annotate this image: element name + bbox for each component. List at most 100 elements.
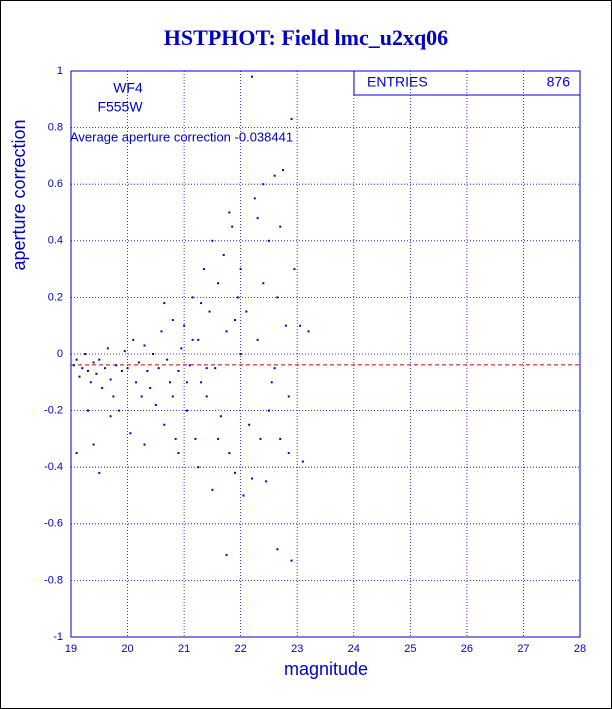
y-tick-label: -0.6 [44,518,63,530]
point [248,423,251,426]
point [106,347,109,350]
point [234,319,237,322]
point [290,559,293,562]
point [222,253,225,256]
point [154,403,157,406]
point [217,282,220,285]
point [239,268,242,271]
point [81,367,84,370]
point [163,302,166,305]
point [92,361,95,364]
point [185,409,188,412]
y-tick-label: 0.6 [48,178,63,190]
point [276,548,279,551]
x-tick-label: 21 [178,643,190,655]
point [163,423,166,426]
point [279,225,282,228]
point [200,381,203,384]
point [256,338,259,341]
point [168,381,171,384]
point [273,367,276,370]
point [143,443,146,446]
point [205,395,208,398]
x-tick-label: 25 [404,643,416,655]
point [180,347,183,350]
point [208,310,211,313]
chart-title: HSTPHOT: Field lmc_u2xq06 [164,25,448,50]
point [109,378,112,381]
point [152,353,155,355]
point [267,239,270,242]
point [174,437,177,440]
point [231,225,234,228]
stats-value: 876 [547,74,571,90]
point [270,381,273,384]
point [177,452,180,455]
point [276,296,279,299]
point [143,344,146,347]
point [211,239,214,242]
y-tick-label: 0.8 [48,122,63,134]
point [149,386,152,389]
point [75,452,78,455]
point [284,324,287,327]
point [146,369,149,372]
point [273,174,276,177]
point [194,437,197,440]
point [75,358,78,361]
point [287,452,290,455]
point [197,466,200,469]
point [225,553,228,556]
point [225,330,228,333]
point [95,372,98,375]
point [287,395,290,398]
point [307,330,310,333]
x-tick-label: 26 [461,643,473,655]
point [217,437,220,440]
point [84,353,87,355]
point [98,358,101,361]
point [253,197,256,200]
point [267,409,270,412]
point [293,268,296,271]
point [118,409,121,412]
point [290,118,293,121]
point [282,169,285,172]
point [89,381,92,384]
point [160,330,163,333]
point [242,494,245,497]
point [177,369,180,372]
point [166,358,169,361]
y-tick-label: 0.2 [48,291,63,303]
point [197,338,200,341]
point [86,369,89,372]
point [259,437,262,440]
point [188,364,191,367]
point [129,432,132,435]
point [86,409,89,412]
point [72,364,75,367]
point [265,480,268,483]
point [109,415,112,418]
point [126,367,129,370]
point [140,395,143,398]
y-axis-label: aperture correction [9,119,29,270]
point [137,361,140,364]
point [228,452,231,455]
stats-label: ENTRIES [367,74,428,90]
y-tick-label: 1 [57,65,63,77]
y-tick-label: -0.4 [44,461,63,473]
point [301,460,304,463]
point [256,217,259,220]
point [245,310,248,313]
point [92,443,95,446]
point [200,302,203,305]
point [98,471,101,474]
point [214,367,217,370]
point [234,471,237,474]
point [236,296,239,299]
point [228,211,231,214]
point [191,296,194,299]
